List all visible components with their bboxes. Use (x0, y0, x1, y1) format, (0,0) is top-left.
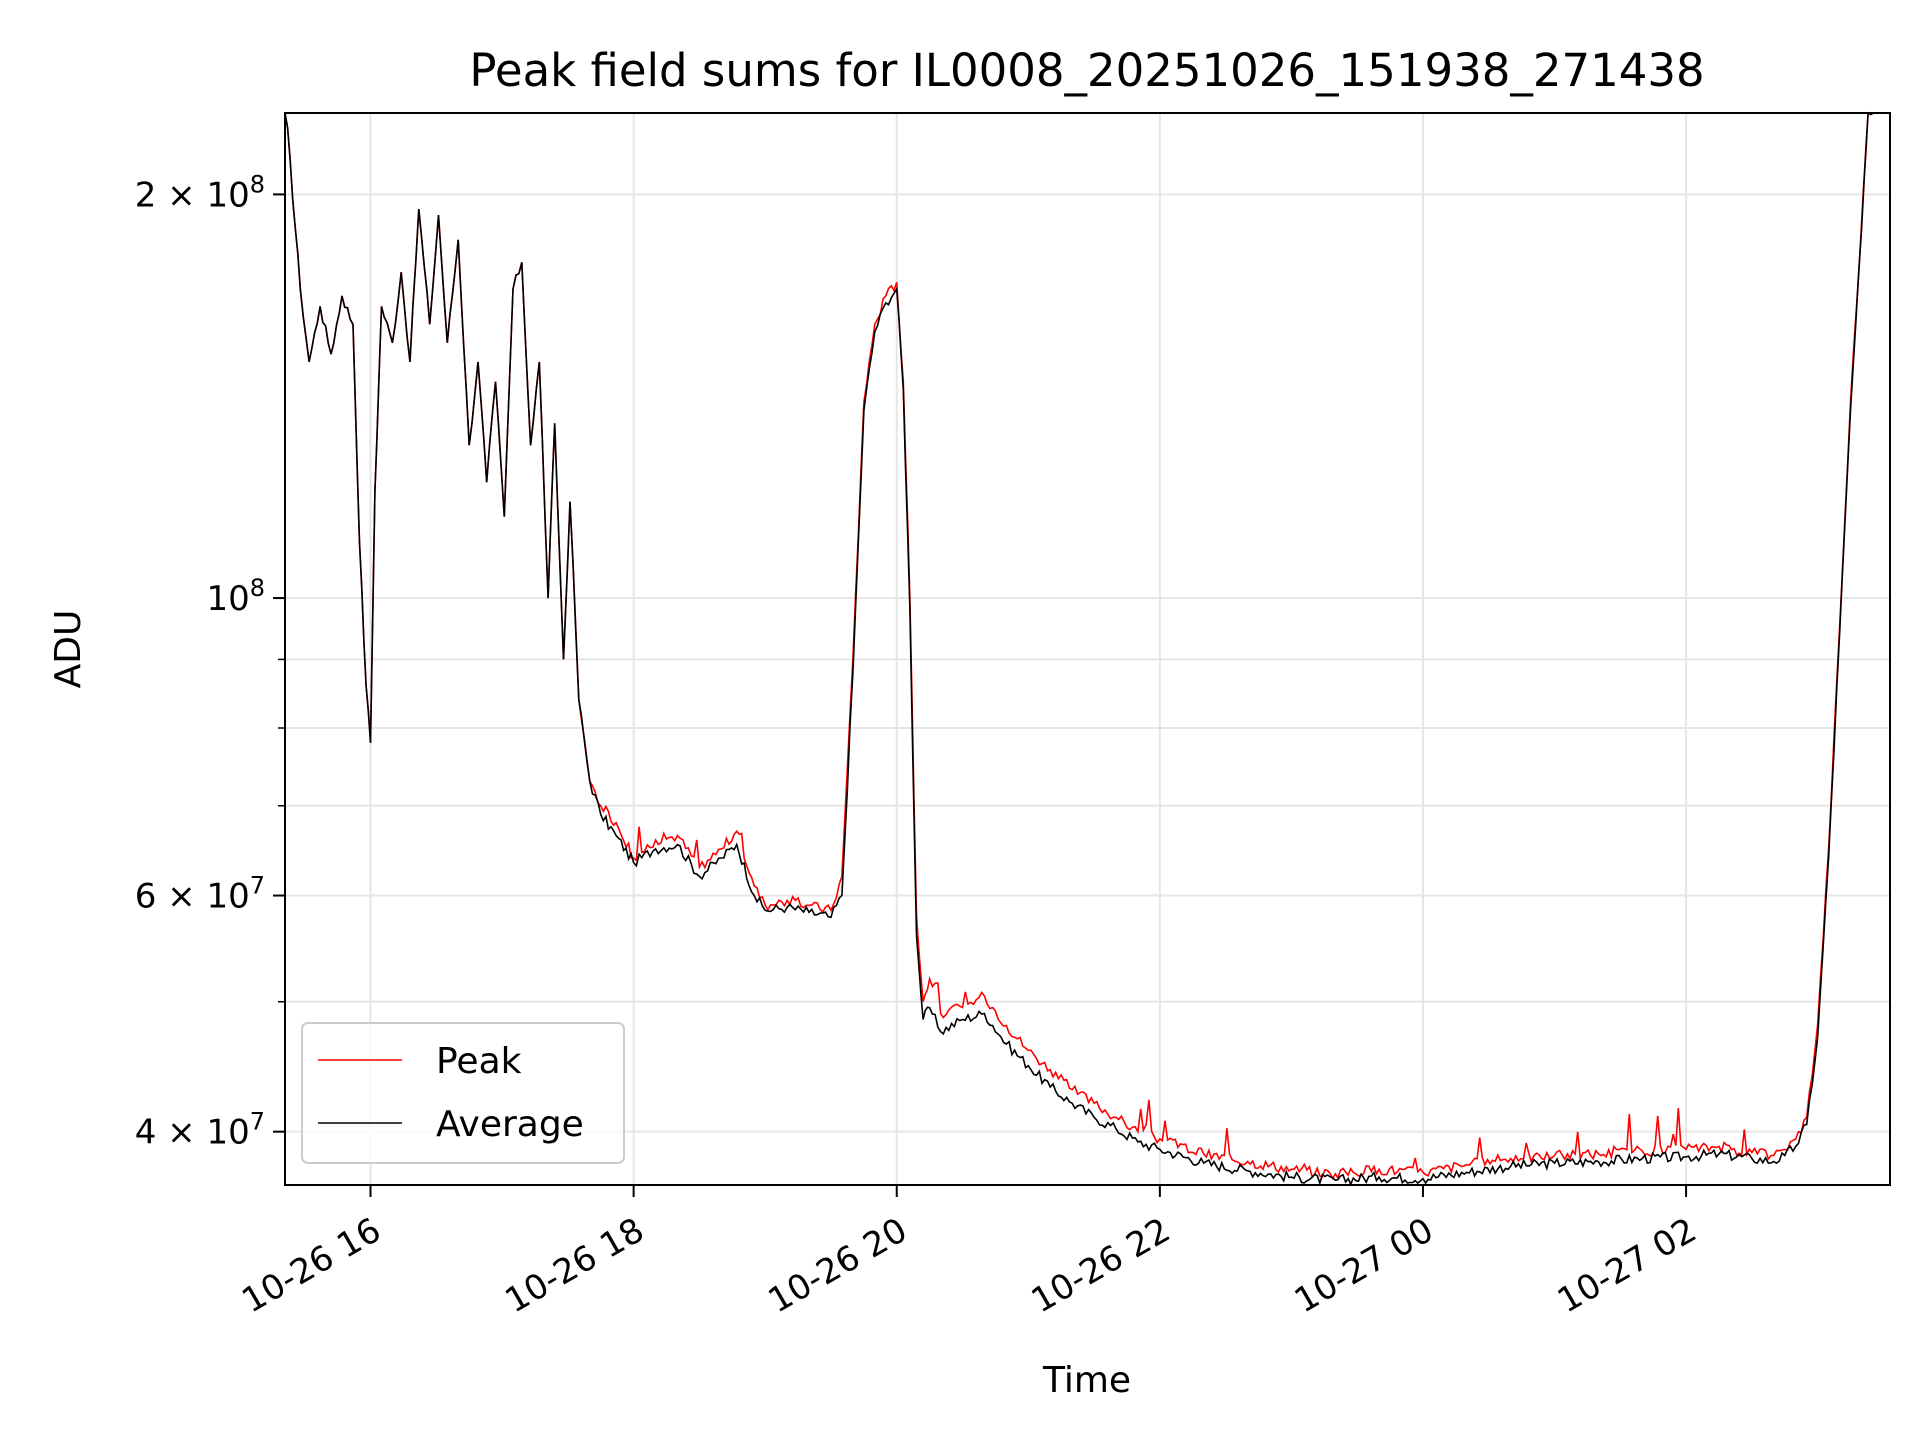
y-axis-label: ADU (48, 610, 89, 689)
legend-label-peak: Peak (436, 1041, 522, 1082)
x-axis-ticks: 10-26 16 10-26 18 10-26 20 10-26 22 10-27 00… (235, 1185, 1703, 1321)
legend-label-average: Average (436, 1104, 584, 1145)
legend-box (301, 1022, 625, 1164)
y-axis-ticks: 4 × 107 6 × 107 108 2 × 108 (135, 170, 285, 1153)
x-tick-label: 10-26 18 (498, 1210, 650, 1321)
plot-series (284, 111, 1890, 1187)
legend: Peak Average (301, 1022, 625, 1164)
x-tick-label: 10-27 02 (1551, 1210, 1703, 1321)
series-line-peak (284, 112, 1890, 1181)
axes-frame (284, 112, 1891, 1186)
x-tick-label: 10-26 16 (235, 1210, 387, 1321)
x-tick-label: 10-26 20 (762, 1210, 914, 1321)
x-axis-label: Time (1042, 1360, 1131, 1401)
y-tick-label: 6 × 107 (135, 872, 265, 917)
x-tick-label: 10-26 22 (1025, 1210, 1177, 1321)
series-line-average (284, 111, 1890, 1187)
chart-title: Peak field sums for IL0008_20251026_1519… (469, 44, 1704, 97)
y-tick-label: 108 (206, 574, 265, 619)
y-tick-label: 4 × 107 (135, 1108, 265, 1153)
y-tick-label: 2 × 108 (135, 170, 265, 215)
x-tick-label: 10-27 00 (1288, 1210, 1440, 1321)
